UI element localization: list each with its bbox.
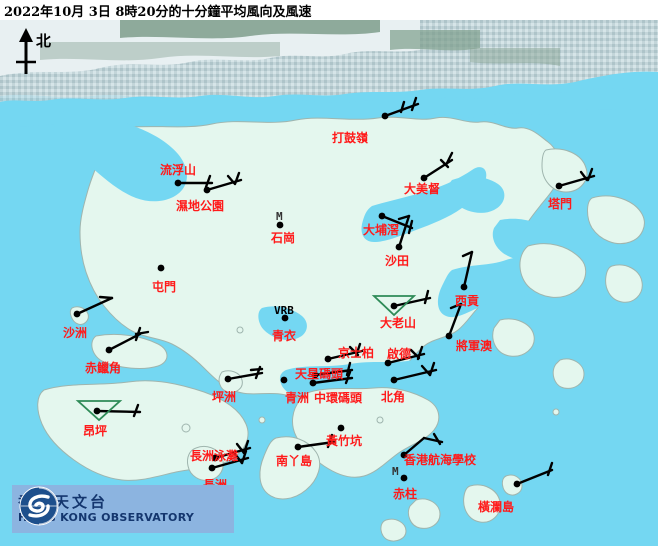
north-label: 北: [36, 32, 52, 50]
station-label-tate-cairn: 大老山: [380, 316, 417, 330]
station-label-green-island: 青洲: [285, 391, 310, 405]
station-label-shek-kong: 石崗: [271, 231, 296, 245]
gale-flag-icons: [75, 295, 417, 422]
station-label-chek-lap-kok: 赤鱲角: [85, 361, 122, 375]
station-label-tsing-yi: 青衣: [272, 329, 297, 343]
station-label-sha-tin: 沙田: [385, 254, 410, 268]
wind-barb-cheung-chau-beach: [213, 439, 252, 460]
wind-barb-lau-fau-shan: [176, 174, 214, 189]
station-label-sai-kung: 西貢: [455, 294, 480, 308]
station-label-tseung-kwan-o: 將軍澳: [456, 339, 493, 353]
station-label-hk-sea-school: 香港航海學校: [404, 453, 477, 467]
page-title: 2022年10月 3日 8時20分的十分鐘平均風向及風速: [4, 5, 312, 20]
variable-wind-indicator-tsing-yi: VRB: [274, 304, 294, 317]
wind-barb-lamma-island: [296, 433, 336, 449]
wind-barb-kings-park: [326, 342, 364, 361]
hko-name-en: HONG KONG OBSERVATORY: [18, 511, 195, 524]
wind-barb-hk-sea-school: [402, 432, 444, 457]
station-label-wong-chuk-hang: 黃竹坑: [326, 434, 363, 448]
wind-barb-cheung-chau: [210, 449, 250, 470]
calm-indicator-shek-kong: M: [276, 210, 283, 223]
hko-swirl-logo-icon: [19, 486, 59, 526]
station-label-wetland-park: 濕地公園: [176, 199, 225, 213]
wind-barb-tate-cairn: [392, 289, 432, 308]
wind-barb-ta-kwu-ling: [383, 96, 420, 118]
station-label-tuen-mun: 屯門: [152, 280, 177, 294]
station-label-ngong-ping: 昂坪: [83, 424, 108, 438]
station-label-kai-tak: 啟德: [387, 347, 412, 361]
station-label-north-point: 北角: [381, 390, 406, 404]
wind-barbs-layer: [73, 96, 596, 488]
station-label-tap-mun: 塔門: [548, 197, 573, 211]
wind-barb-peng-chau: [226, 365, 264, 381]
wind-barb-north-point: [392, 361, 438, 382]
station-label-stanley: 赤柱: [393, 487, 418, 501]
wind-barb-ngong-ping: [95, 403, 142, 418]
station-label-tai-po-kau: 大埔滘: [363, 223, 400, 237]
wind-barb-tseung-kwan-o: [447, 302, 463, 338]
station-label-central-pier: 中環碼頭: [314, 391, 363, 405]
station-label-star-ferry: 天星碼頭: [295, 367, 344, 381]
station-label-lamma-island: 南丫島: [276, 454, 313, 468]
map-geography: [0, 20, 658, 546]
station-label-cheung-chau-beach: 長洲泳灘: [190, 449, 239, 463]
wind-barb-star-ferry: [313, 361, 354, 377]
wind-barb-kai-tak: [386, 345, 426, 365]
wind-barb-tai-mei-tuk: [422, 151, 454, 180]
north-arrow-icon: 北: [6, 26, 62, 78]
station-label-tai-mei-tuk: 大美督: [404, 182, 441, 196]
wind-barb-tap-mun: [557, 167, 596, 188]
station-markers: [73, 112, 563, 488]
wind-barb-wetland-park: [205, 171, 243, 192]
station-label-lau-fau-shan: 流浮山: [160, 163, 197, 177]
hong-kong-wind-map: 北 打鼓嶺 流浮山 濕地公園 石崗 大美督 塔門 大埔滘 沙田 西貢 將軍澳 屯…: [0, 20, 658, 546]
wind-barb-central-pier: [311, 370, 354, 385]
wind-barb-sha-chau: [75, 295, 114, 316]
title-bar: 2022年10月 3日 8時20分的十分鐘平均風向及風速: [0, 0, 658, 20]
wind-barb-chek-lap-kok: [107, 326, 150, 352]
calm-indicator-stanley: M: [392, 465, 399, 478]
station-label-waglan-island: 橫瀾島: [478, 500, 515, 514]
wind-barb-sai-kung: [461, 250, 474, 289]
station-label-ta-kwu-ling: 打鼓嶺: [332, 131, 369, 145]
wind-barb-sha-tin: [397, 214, 411, 249]
hko-logo: 香港天文台 HONG KONG OBSERVATORY: [12, 485, 234, 533]
station-label-peng-chau: 坪洲: [212, 390, 237, 404]
station-label-sha-chau: 沙洲: [63, 326, 88, 340]
wind-barb-waglan-island: [515, 461, 554, 486]
station-label-kings-park: 京士柏: [338, 346, 375, 360]
